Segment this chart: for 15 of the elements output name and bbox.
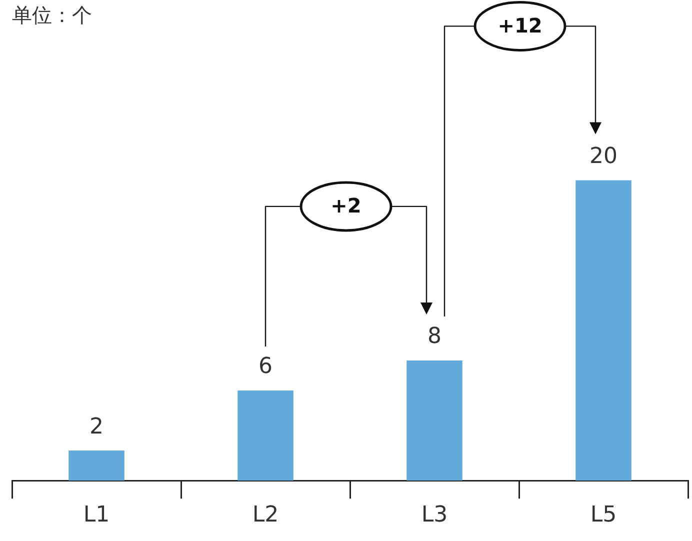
- x-tick-label: L1: [83, 502, 110, 528]
- chart-title: 单位：个: [12, 2, 92, 29]
- text: +12: [498, 13, 542, 38]
- data-label: 8: [428, 324, 442, 350]
- bar: [238, 390, 294, 481]
- data-label: 6: [258, 354, 272, 380]
- data-label: 20: [590, 144, 618, 169]
- bar: [576, 180, 632, 481]
- bar: [406, 360, 462, 481]
- data-label: 2: [90, 414, 104, 440]
- x-tick-label: L3: [421, 502, 448, 528]
- bar: [68, 450, 124, 481]
- annotation: +2: [330, 194, 362, 218]
- x-tick-label: L5: [590, 502, 617, 528]
- x-tick-label: L2: [252, 502, 279, 528]
